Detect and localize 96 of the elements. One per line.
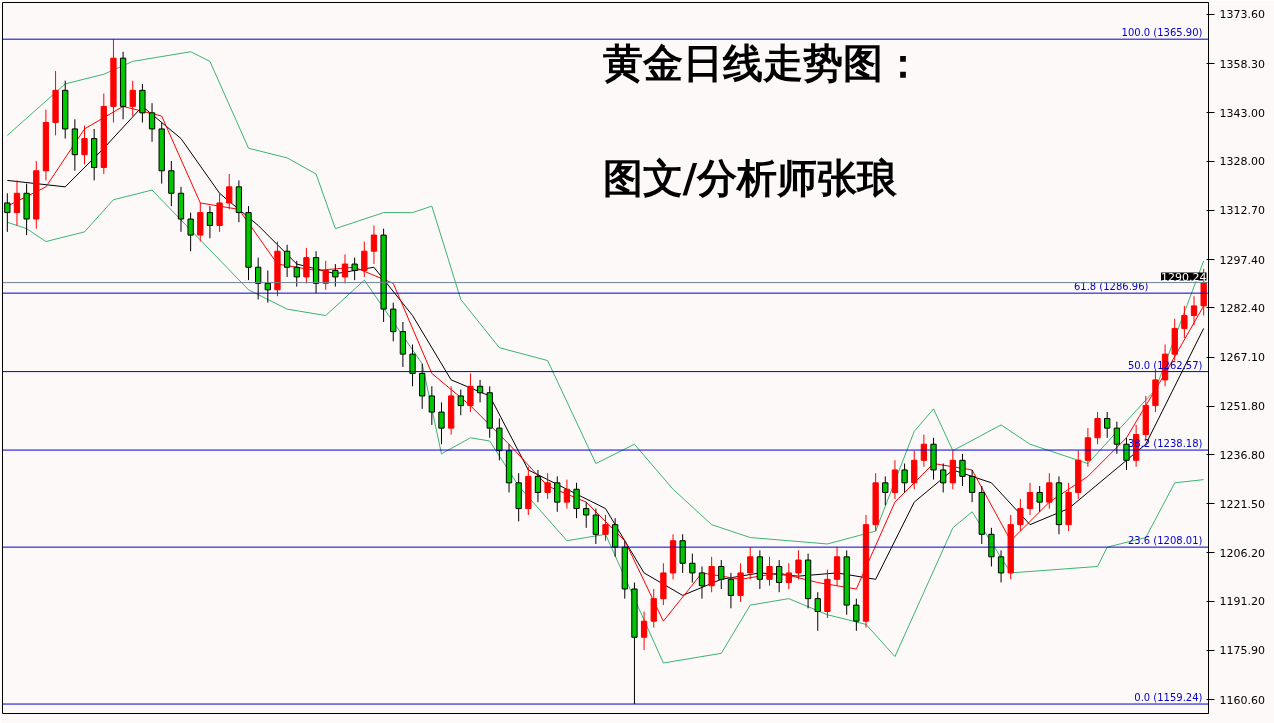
- annotation: 图文/分析师张琅: [602, 153, 899, 201]
- candlestick: [496, 417, 503, 461]
- candlestick: [988, 527, 995, 567]
- candlestick: [747, 546, 754, 580]
- candlestick: [1104, 411, 1111, 439]
- candlestick: [689, 553, 696, 584]
- candlestick: [419, 363, 426, 410]
- y-tick-label: 1175.90: [1219, 644, 1265, 658]
- y-tick-label: 1251.80: [1219, 400, 1265, 414]
- y-tick-label: 1312.70: [1219, 204, 1265, 218]
- candlestick: [264, 269, 271, 304]
- y-tick-label: 1267.10: [1219, 351, 1265, 365]
- candlestick: [602, 514, 609, 542]
- candlestick: [303, 247, 310, 284]
- candlestick: [332, 263, 339, 288]
- candlestick: [390, 302, 397, 342]
- candlestick: [718, 559, 725, 590]
- candlestick: [428, 385, 435, 426]
- candlestick: [679, 533, 686, 574]
- y-tick-label: 1191.20: [1219, 595, 1265, 609]
- candlestick: [168, 160, 175, 207]
- candlestick: [776, 559, 783, 593]
- candlestick: [1036, 485, 1043, 513]
- candlestick: [1026, 482, 1034, 516]
- candlestick: [1181, 305, 1188, 339]
- candlestick: [226, 173, 233, 210]
- y-tick-label: 1282.40: [1219, 301, 1265, 315]
- candlestick: [534, 469, 542, 503]
- y-tick-label: 1358.30: [1219, 57, 1265, 71]
- candlestick: [949, 450, 956, 490]
- candlestick: [1190, 295, 1198, 326]
- candlestick: [592, 508, 600, 545]
- candlestick: [1113, 421, 1120, 455]
- candlestick: [911, 450, 918, 490]
- candlestick: [708, 556, 715, 593]
- candlestick: [573, 482, 580, 519]
- candlestick: [882, 475, 889, 506]
- candlestick: [611, 517, 619, 558]
- y-tick-label: 1343.00: [1219, 106, 1265, 120]
- candlestick: [197, 202, 204, 243]
- candlestick: [457, 389, 464, 416]
- candlestick: [283, 244, 291, 278]
- candlestick: [467, 372, 474, 413]
- candlestick: [554, 475, 561, 513]
- y-tick-label: 1236.80: [1219, 448, 1265, 462]
- candlestick: [187, 212, 194, 252]
- candlestick: [293, 260, 300, 288]
- candlestick: [409, 343, 416, 387]
- candlestick: [785, 562, 792, 590]
- candlestick: [361, 241, 368, 278]
- ref-line-label: 61.8 (1286.96): [1073, 281, 1149, 293]
- candlestick: [1084, 427, 1092, 468]
- candlestick: [1123, 437, 1130, 471]
- y-tick-label: 1373.60: [1219, 8, 1265, 22]
- candlestick: [756, 549, 764, 590]
- candlestick: [544, 472, 551, 500]
- candlestick: [737, 562, 744, 603]
- candlestick: [766, 556, 773, 587]
- candlestick: [370, 224, 378, 265]
- candlestick: [322, 260, 329, 291]
- candlestick: [901, 463, 908, 493]
- y-tick-label: 1221.50: [1219, 497, 1265, 511]
- candlestick: [795, 549, 802, 580]
- candlestick: [833, 546, 841, 587]
- candlestick: [476, 379, 484, 403]
- candlestick: [583, 501, 590, 529]
- candlestick: [814, 591, 821, 632]
- candlestick: [216, 192, 223, 233]
- y-tick-label: 1160.60: [1219, 693, 1265, 707]
- candlestick: [81, 125, 88, 165]
- candlestick: [997, 549, 1005, 584]
- text: 黄金日线走势图：: [602, 38, 923, 86]
- candlestick: [206, 205, 214, 239]
- candlestick: [563, 479, 571, 510]
- candlestick: [853, 598, 860, 632]
- candlestick: [959, 453, 966, 487]
- candlestick: [13, 179, 21, 226]
- ref-line-label: 1290.24: [1161, 270, 1207, 284]
- y-tick-label: 1297.40: [1219, 253, 1265, 267]
- candlestick: [341, 253, 349, 284]
- candlestick: [1017, 498, 1024, 532]
- candlestick: [640, 611, 648, 651]
- candlestick: [438, 401, 445, 445]
- candlestick: [255, 257, 262, 300]
- ref-line-label: 23.6 (1208.01): [1127, 535, 1203, 547]
- y-tick-label: 1206.20: [1219, 546, 1265, 560]
- candlestick: [968, 469, 976, 503]
- candlestick: [1046, 472, 1053, 510]
- candlestick: [1094, 411, 1101, 445]
- ref-line-label: 0.0 (1159.24): [1134, 692, 1203, 704]
- candlestick: [891, 459, 899, 500]
- candlestick: [351, 257, 358, 281]
- ref-line-label: 100.0 (1365.90): [1121, 27, 1203, 39]
- candlestick: [940, 463, 947, 493]
- candlestick: [399, 321, 407, 368]
- y-tick-label: 1328.00: [1219, 155, 1265, 169]
